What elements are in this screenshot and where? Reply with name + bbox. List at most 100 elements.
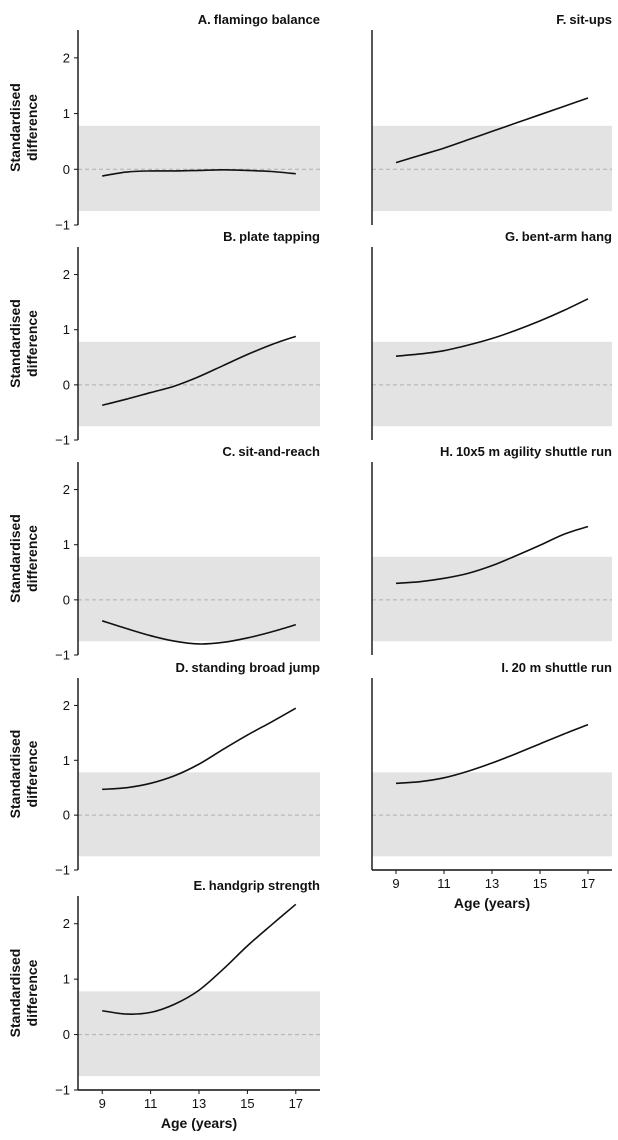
y-tick-label: 0 <box>63 808 70 823</box>
y-tick-label: 0 <box>63 162 70 177</box>
series-line <box>102 169 296 177</box>
x-axis-title: Age (years) <box>454 895 530 911</box>
panel-e: −1 0 1 2 Standardiseddifference 9 11 13 15 17 Age … <box>7 878 320 1131</box>
panel-letter: A. <box>198 12 211 27</box>
panel-title: C. sit-and-reach <box>222 444 320 459</box>
x-tick-label: 15 <box>533 876 547 891</box>
x-axis-title: Age (years) <box>161 1115 237 1131</box>
series-line <box>395 723 589 785</box>
panel-title-text: 20 m shuttle run <box>512 660 612 675</box>
reference-band <box>78 125 320 212</box>
panel-b: −1 0 1 2 Standardiseddifference B. plate tappi… <box>7 229 320 448</box>
y-axis-title: Standardiseddifference <box>7 949 40 1038</box>
reference-band <box>372 556 612 642</box>
series-line <box>102 707 297 791</box>
panel-title: F. sit-ups <box>556 12 612 27</box>
y-axis-title-line2: difference <box>24 94 40 161</box>
y-axis-title-line1: Standardised <box>7 730 23 819</box>
panel-title: A. flamingo balance <box>198 12 320 27</box>
panel-letter: D. <box>175 660 188 675</box>
panel-d: −1 0 1 2 Standardiseddifference D. standing br… <box>7 660 320 878</box>
panel-title: B. plate tapping <box>223 229 320 244</box>
y-tick-label: 1 <box>63 537 70 552</box>
reference-band <box>372 772 612 857</box>
panel-title-text: sit-ups <box>569 12 612 27</box>
y-tick-label: −1 <box>55 648 70 663</box>
y-tick-label: 1 <box>63 753 70 768</box>
y-tick-label: 2 <box>63 916 70 931</box>
y-axis-title-line1: Standardised <box>7 514 23 603</box>
panel-title-text: standing broad jump <box>191 660 320 675</box>
y-tick-label: 2 <box>63 50 70 65</box>
panel-letter: I. <box>501 660 508 675</box>
x-tick-label: 11 <box>144 1096 158 1111</box>
reference-band <box>78 341 320 427</box>
panel-i: 9 11 13 15 17 Age (years) I. 20 m shuttle run <box>371 660 612 911</box>
panel-letter: G. <box>505 229 519 244</box>
x-tick-label: 17 <box>289 1096 303 1111</box>
panel-h: H. 10x5 m agility shuttle run <box>371 444 612 655</box>
panel-title-text: handgrip strength <box>209 878 320 893</box>
x-tick-label: 13 <box>485 876 499 891</box>
x-tick-label: 13 <box>192 1096 206 1111</box>
y-axis-title-line1: Standardised <box>7 83 23 172</box>
reference-band <box>78 772 320 857</box>
y-tick-label: 2 <box>63 267 70 282</box>
y-axis-title: Standardiseddifference <box>7 299 40 388</box>
series-line <box>102 335 297 407</box>
reference-band <box>372 125 612 212</box>
series-line <box>395 298 589 357</box>
panel-title-text: sit-and-reach <box>238 444 320 459</box>
panel-title: E. handgrip strength <box>193 878 320 893</box>
x-tick-label: 9 <box>392 876 399 891</box>
y-axis-title: Standardiseddifference <box>7 83 40 172</box>
x-tick-label: 17 <box>581 876 595 891</box>
panel-f: F. sit-ups <box>371 12 612 225</box>
panel-title: H. 10x5 m agility shuttle run <box>440 444 612 459</box>
panel-g: G. bent-arm hang <box>371 229 612 440</box>
y-axis-title-line2: difference <box>24 959 40 1026</box>
series-line <box>395 525 589 585</box>
panel-title-text: 10x5 m agility shuttle run <box>456 444 612 459</box>
x-tick-label: 9 <box>99 1096 106 1111</box>
reference-band <box>372 341 612 427</box>
y-tick-label: −1 <box>55 863 70 878</box>
series-line <box>395 97 589 164</box>
y-axis-title-line2: difference <box>24 310 40 377</box>
x-tick-label: 15 <box>240 1096 254 1111</box>
panel-letter: E. <box>193 878 205 893</box>
y-tick-label: 1 <box>63 972 70 987</box>
panel-title-text: bent-arm hang <box>522 229 612 244</box>
y-tick-label: 1 <box>63 106 70 121</box>
reference-band <box>78 991 320 1077</box>
panel-title: G. bent-arm hang <box>505 229 612 244</box>
panel-title: D. standing broad jump <box>175 660 320 675</box>
panel-letter: H. <box>440 444 453 459</box>
y-axis-title-line2: difference <box>24 740 40 807</box>
y-axis-title: Standardiseddifference <box>7 514 40 603</box>
x-tick-label: 11 <box>437 876 451 891</box>
y-tick-label: 0 <box>63 1027 70 1042</box>
y-axis-title: Standardiseddifference <box>7 730 40 819</box>
panel-a: −1 0 1 2 Standardiseddifference A. flamingo ba… <box>7 12 320 233</box>
panel-title: I. 20 m shuttle run <box>501 660 612 675</box>
y-tick-label: 1 <box>63 322 70 337</box>
y-axis-title-line1: Standardised <box>7 949 23 1038</box>
series-line <box>102 903 297 1015</box>
reference-band <box>78 556 320 642</box>
panel-letter: F. <box>556 12 566 27</box>
panel-c: −1 0 1 2 Standardiseddifference C. sit-and-rea… <box>7 444 320 663</box>
panel-letter: C. <box>222 444 235 459</box>
panel-title-text: flamingo balance <box>214 12 320 27</box>
y-tick-label: 0 <box>63 592 70 607</box>
y-axis-title-line1: Standardised <box>7 299 23 388</box>
panel-title-text: plate tapping <box>239 229 320 244</box>
y-tick-label: 0 <box>63 377 70 392</box>
y-tick-label: 2 <box>63 698 70 713</box>
y-tick-label: −1 <box>55 433 70 448</box>
series-line <box>101 620 297 645</box>
panel-letter: B. <box>223 229 236 244</box>
y-axis-title-line2: difference <box>24 525 40 592</box>
y-tick-label: −1 <box>55 1083 70 1098</box>
